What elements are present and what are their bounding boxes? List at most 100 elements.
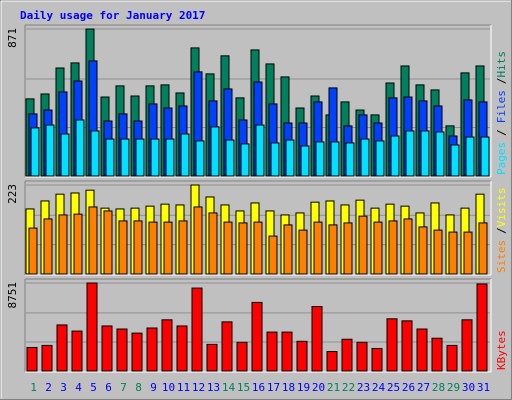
bar [266, 331, 278, 372]
bar [296, 340, 308, 372]
bar [285, 139, 295, 177]
bar [326, 351, 338, 372]
bar [345, 142, 355, 177]
x-tick-label: 17 [267, 381, 280, 394]
bar [435, 131, 445, 177]
bar [206, 343, 218, 372]
bar [161, 319, 173, 372]
legend-separator: / [495, 78, 508, 85]
x-tick-label: 12 [192, 381, 205, 394]
bar [313, 221, 323, 275]
bar [88, 206, 98, 275]
bar [165, 138, 175, 177]
legend: Sites /Visits [495, 188, 508, 274]
bar [463, 231, 473, 275]
x-tick-label: 16 [252, 381, 265, 394]
bar [26, 346, 38, 372]
bar [30, 127, 40, 177]
bar [390, 135, 400, 177]
bar [253, 221, 263, 275]
bar [270, 142, 280, 177]
bar [371, 347, 383, 372]
legend: Pages/Files/Hits [495, 51, 508, 175]
x-tick-label: 29 [447, 381, 460, 394]
bar [315, 141, 325, 177]
x-tick-label: 8 [135, 381, 142, 394]
bar [58, 214, 68, 275]
bar [71, 330, 83, 372]
bar [403, 218, 413, 275]
bar [431, 337, 443, 372]
bar [191, 287, 203, 372]
bar [56, 324, 68, 372]
x-tick-label: 5 [90, 381, 97, 394]
bar [300, 145, 310, 177]
bar [298, 229, 308, 275]
bar [238, 222, 248, 275]
x-tick-label: 1 [30, 381, 37, 394]
y-tick-label: 871 [6, 28, 19, 48]
bar [328, 224, 338, 275]
bar [75, 119, 85, 177]
bar [478, 222, 488, 275]
bar [208, 212, 218, 275]
x-tick-label: 14 [222, 381, 236, 394]
bar [45, 124, 55, 177]
bar [43, 218, 53, 275]
bar [448, 231, 458, 275]
bar [330, 141, 340, 177]
legend-entry: Visits [495, 188, 508, 228]
bar [120, 138, 130, 177]
bar [373, 221, 383, 275]
bar [281, 331, 293, 372]
bar [178, 220, 188, 275]
bar [375, 140, 385, 177]
x-tick-label: 25 [387, 381, 400, 394]
bar [210, 126, 220, 177]
bar [405, 130, 415, 177]
x-tick-label: 31 [477, 381, 490, 394]
bar [465, 136, 475, 177]
bar [356, 341, 368, 372]
x-tick-label: 26 [402, 381, 415, 394]
x-tick-label: 3 [60, 381, 67, 394]
bar [480, 136, 490, 177]
x-tick-label: 24 [372, 381, 386, 394]
bar [433, 229, 443, 275]
x-tick-label: 27 [417, 381, 430, 394]
x-tick-label: 2 [45, 381, 52, 394]
bar [343, 222, 353, 275]
bar [86, 282, 98, 372]
bar [416, 328, 428, 372]
bar [150, 138, 160, 177]
bar [223, 221, 233, 275]
x-tick-label: 30 [462, 381, 475, 394]
bar [133, 220, 143, 275]
legend-entry: KBytes [495, 330, 508, 370]
bar [28, 227, 38, 275]
bar [461, 319, 473, 372]
bar [103, 210, 113, 275]
bar [118, 220, 128, 275]
bar [341, 338, 353, 372]
x-tick-label: 23 [357, 381, 370, 394]
bar [221, 321, 233, 372]
x-tick-label: 15 [237, 381, 250, 394]
bar [131, 332, 143, 372]
bar [358, 215, 368, 275]
bar [116, 328, 128, 372]
bar [163, 221, 173, 275]
bar [90, 130, 100, 177]
bar [146, 327, 158, 372]
bar [73, 213, 83, 275]
bar [193, 206, 203, 275]
x-tick-label: 7 [120, 381, 127, 394]
legend-separator: / [495, 129, 508, 136]
bar [360, 138, 370, 177]
bar [418, 226, 428, 275]
x-tick-label: 20 [312, 381, 325, 394]
bar [386, 318, 398, 372]
x-tick-label: 6 [105, 381, 112, 394]
x-tick-label: 18 [282, 381, 295, 394]
